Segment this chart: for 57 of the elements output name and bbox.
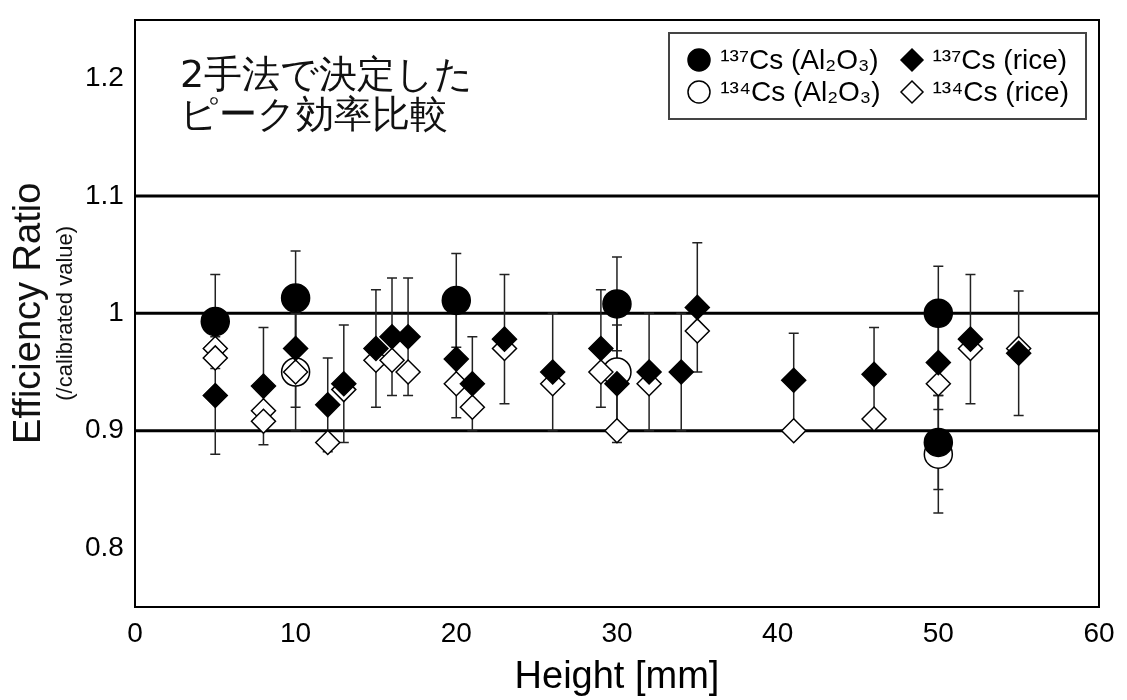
point	[861, 406, 887, 432]
point	[604, 370, 630, 397]
point	[280, 283, 311, 313]
x-tick-label: 50	[922, 617, 954, 649]
point	[331, 370, 357, 397]
legend-label: ¹³⁴Cs (Al₂O₃)	[720, 75, 881, 108]
point	[379, 347, 405, 374]
point	[395, 359, 421, 385]
x-tick-label: 10	[280, 617, 312, 649]
point	[1005, 340, 1032, 366]
x-tick-label: 60	[1083, 617, 1115, 649]
point	[957, 326, 984, 352]
y-tick-label: 0.9	[84, 413, 124, 445]
point	[250, 408, 277, 435]
point	[861, 361, 887, 388]
x-tick-label: 40	[762, 617, 794, 649]
point	[314, 392, 341, 418]
x-axis-title: Height [mm]	[514, 653, 720, 696]
point	[588, 335, 614, 362]
y-axis-title: Efficiency Ratio (/calibrated value)	[6, 182, 78, 444]
point	[923, 427, 954, 458]
legend-label: ¹³⁷Cs (Al₂O₃)	[720, 43, 879, 76]
point	[200, 306, 231, 337]
point	[202, 382, 229, 409]
point	[202, 345, 229, 371]
point	[459, 370, 486, 397]
point	[491, 326, 518, 352]
point	[441, 285, 472, 316]
point	[459, 394, 486, 420]
point	[282, 335, 309, 362]
point	[250, 373, 277, 399]
point	[684, 294, 711, 321]
point	[668, 359, 694, 385]
point	[363, 335, 389, 362]
y-tick-label: 1	[108, 296, 124, 328]
y-tick-label: 0.8	[84, 530, 124, 562]
point	[314, 429, 341, 456]
point	[604, 417, 630, 444]
annotation: 2手法で決定したピーク効率比較	[179, 51, 474, 136]
y-tick-label: 1.2	[84, 61, 124, 93]
point	[780, 417, 807, 444]
x-tick-label: 20	[440, 617, 472, 649]
point	[923, 298, 954, 329]
point	[684, 318, 711, 344]
x-tick-label: 0	[127, 617, 143, 649]
y-tick-label: 1.1	[84, 178, 124, 210]
point	[636, 359, 662, 385]
legend-label: ¹³⁴Cs (rice)	[932, 75, 1069, 108]
x-tick-label: 30	[601, 617, 633, 649]
legend-label: ¹³⁷Cs (rice)	[932, 43, 1068, 76]
point	[925, 349, 952, 376]
point	[925, 370, 952, 397]
point	[443, 346, 470, 372]
point	[780, 367, 807, 393]
point	[539, 359, 566, 385]
point	[602, 289, 632, 319]
point	[588, 359, 614, 385]
